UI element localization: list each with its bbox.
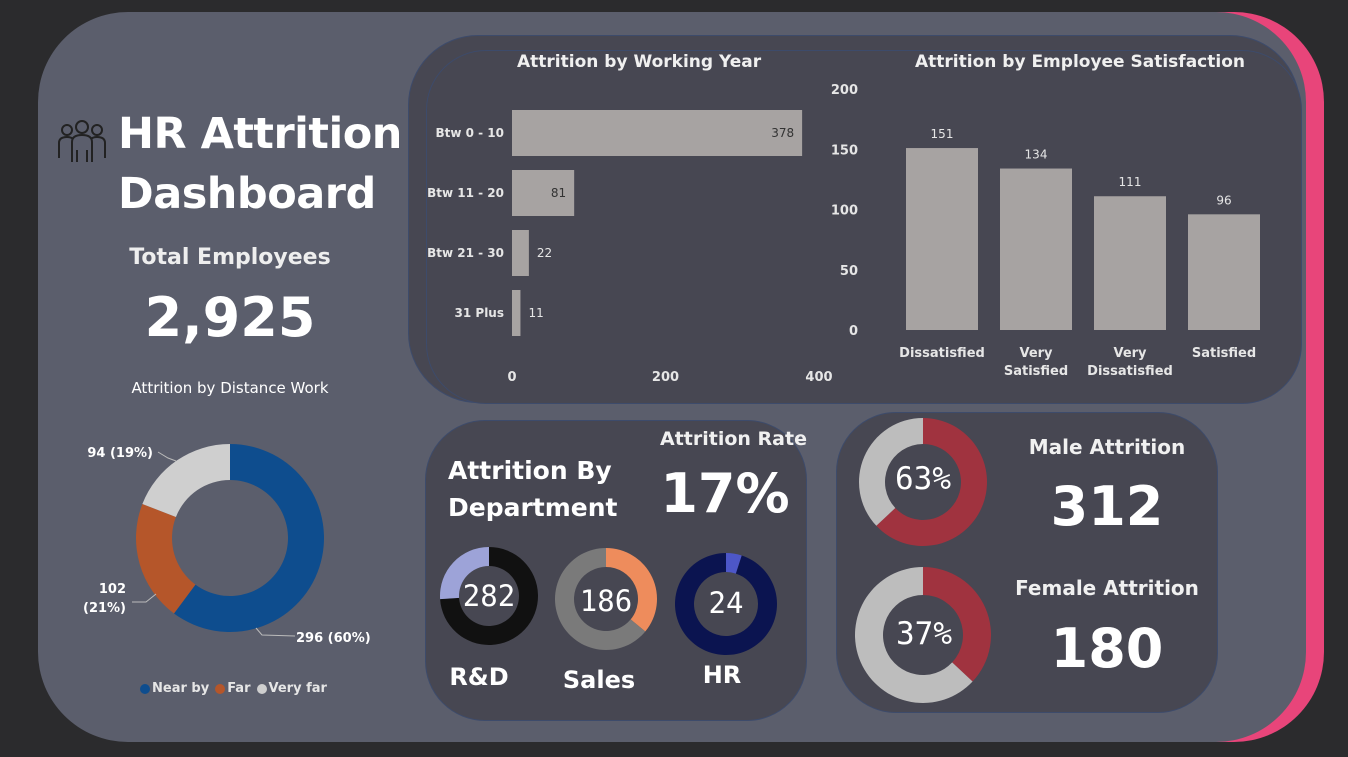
rd-rest-arc: [440, 547, 489, 600]
legend-near-by-label: Near by: [152, 681, 210, 696]
hr-share-arc: [726, 553, 742, 574]
rd-value: 282: [462, 579, 516, 613]
attrition-rate-value: 17%: [660, 462, 790, 525]
hr-rest-arc: [675, 553, 777, 655]
data-label-btw-0-10: 378: [771, 126, 794, 140]
total-employees-value: 2,925: [144, 286, 316, 349]
tick-label-dissatisfied-1: Dissatisfied: [899, 346, 985, 361]
bar-btw-21-30: [512, 230, 529, 276]
male-share-arc: [876, 418, 987, 546]
x-tick-400: 400: [805, 370, 832, 385]
tick-label-btw-11-20: Btw 11 - 20: [427, 186, 504, 200]
working-year-bar-chart: Btw 0 - 10 378 Btw 11 - 20 81 Btw 21 - 30 22 3…: [427, 110, 833, 385]
data-label-dissatisfied: 151: [931, 127, 954, 141]
y-tick-200: 200: [831, 83, 858, 98]
satisfaction-chart-title: Attrition by Employee Satisfaction: [915, 52, 1245, 72]
sales-donut: [555, 548, 657, 650]
sales-share-arc: [606, 548, 657, 632]
data-label-far-1: 102: [99, 582, 126, 597]
female-rest-arc: [855, 567, 973, 703]
male-donut: [859, 418, 987, 546]
legend-very-far-swatch: [256, 683, 267, 694]
y-tick-0: 0: [849, 324, 858, 339]
data-label-very-satisfied: 134: [1025, 148, 1048, 162]
male-rest-arc: [859, 418, 923, 526]
slice-near-by: [173, 444, 324, 632]
data-label-far-2: (21%): [83, 601, 126, 616]
tick-label-btw-0-10: Btw 0 - 10: [435, 126, 504, 140]
satisfaction-bar-chart: 0 50 100 150 200 151 Dissatisfied 134 Very Satisf…: [831, 83, 1260, 379]
tick-label-very-dissatisfied-1: Very: [1113, 346, 1147, 361]
legend-far-label: Far: [227, 681, 251, 696]
bar-btw-0-10: [512, 110, 803, 156]
slice-far: [136, 503, 196, 614]
people-group-icon: [56, 114, 108, 166]
female-share-arc: [923, 567, 991, 682]
female-attrition-label: Female Attrition: [1015, 576, 1199, 600]
data-label-near-by: 296 (60%): [296, 631, 371, 646]
bar-btw-11-20: [512, 170, 575, 216]
legend-near-by[interactable]: Near by: [140, 681, 209, 696]
hr-label: HR: [702, 661, 742, 689]
leader-near-by: [255, 627, 296, 637]
female-pct: 37%: [896, 616, 952, 652]
y-tick-100: 100: [831, 204, 858, 219]
distance-legend: Near by Far Very far: [140, 681, 327, 696]
hr-donut: [675, 553, 777, 655]
rd-label: R&D: [449, 663, 509, 691]
tick-label-31-plus: 31 Plus: [455, 306, 504, 320]
distance-chart-title: Attrition by Distance Work: [131, 379, 329, 397]
rd-donut: [440, 547, 538, 645]
x-tick-0: 0: [507, 370, 516, 385]
bar-very-dissatisfied: [1094, 196, 1166, 330]
tick-label-very-satisfied-1: Very: [1019, 346, 1053, 361]
female-attrition-value: 180: [1050, 617, 1164, 680]
gender-panel: [836, 412, 1218, 713]
page-title-line2: Dashboard: [118, 169, 376, 219]
y-tick-150: 150: [831, 143, 858, 158]
total-employees-label: Total Employees: [129, 245, 331, 270]
data-label-very-dissatisfied: 111: [1119, 175, 1142, 189]
department-title-line2: Department: [448, 493, 618, 522]
bar-dissatisfied: [906, 148, 978, 330]
x-tick-200: 200: [652, 370, 679, 385]
tick-label-btw-21-30: Btw 21 - 30: [427, 246, 504, 260]
male-attrition-value: 312: [1050, 475, 1164, 538]
data-label-btw-11-20: 81: [551, 186, 566, 200]
male-attrition-label: Male Attrition: [1028, 435, 1186, 459]
sales-rest-arc: [555, 548, 646, 650]
bar-very-satisfied: [1000, 168, 1072, 330]
female-donut: [855, 567, 991, 703]
rd-share-arc: [440, 547, 538, 645]
slice-very-far: [142, 444, 230, 518]
sales-value: 186: [579, 584, 633, 618]
legend-near-by-swatch: [140, 683, 150, 694]
sales-label: Sales: [562, 666, 636, 694]
tick-label-very-satisfied-2: Satisfied: [1004, 364, 1068, 379]
distance-donut-chart: 296 (60%) 102 (21%) 94 (19%): [83, 444, 371, 646]
data-label-btw-21-30: 22: [537, 246, 552, 260]
data-label-satisfied: 96: [1216, 193, 1231, 207]
leader-very-far: [157, 451, 177, 462]
tick-label-very-dissatisfied-2: Dissatisfied: [1087, 364, 1173, 379]
department-title: Attrition By Department: [448, 452, 618, 526]
department-title-line1: Attrition By: [448, 456, 612, 485]
y-tick-50: 50: [840, 264, 858, 279]
page-title-line1: HR Attrition: [118, 109, 402, 159]
legend-far-swatch: [215, 683, 226, 694]
working-year-chart-title: Attrition by Working Year: [517, 52, 762, 72]
legend-very-far-label: Very far: [268, 681, 327, 696]
data-label-very-far: 94 (19%): [87, 446, 153, 461]
male-pct: 63%: [895, 461, 951, 497]
attrition-rate-label: Attrition Rate: [660, 428, 807, 450]
hr-value: 24: [708, 586, 744, 620]
data-label-31-plus: 11: [528, 306, 543, 320]
legend-far[interactable]: Far: [215, 681, 251, 696]
leader-far: [132, 593, 157, 603]
bar-31-plus: [512, 290, 521, 336]
bar-satisfied: [1188, 214, 1260, 330]
page-title: HR Attrition Dashboard: [118, 104, 402, 224]
legend-very-far[interactable]: Very far: [256, 681, 327, 696]
tick-label-satisfied-1: Satisfied: [1192, 346, 1256, 361]
